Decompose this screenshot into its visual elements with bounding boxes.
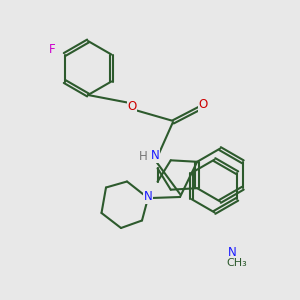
Text: N: N: [151, 149, 159, 162]
Text: O: O: [128, 100, 136, 113]
Text: CH₃: CH₃: [226, 259, 248, 269]
Text: N: N: [144, 190, 152, 203]
Text: F: F: [49, 44, 55, 56]
Text: O: O: [198, 98, 208, 112]
Text: N: N: [228, 247, 237, 260]
Text: H: H: [139, 151, 147, 164]
